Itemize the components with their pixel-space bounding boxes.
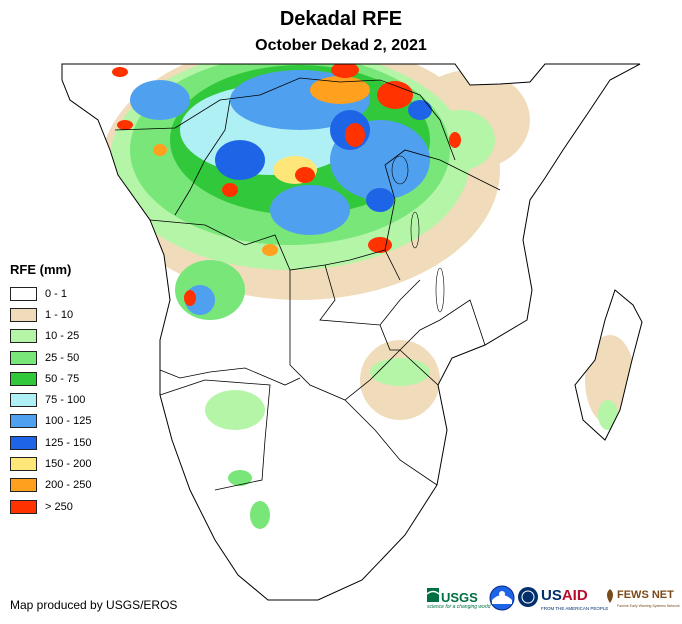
logo-strip: USGS science for a changing world USAID … bbox=[425, 584, 680, 614]
legend-item: 100 - 125 bbox=[10, 411, 120, 432]
fewsnet-tagline: Famine Early Warning Systems Network bbox=[617, 604, 680, 608]
map-title: Dekadal RFE bbox=[279, 8, 403, 30]
legend-label: 150 - 200 bbox=[45, 458, 92, 471]
legend: RFE (mm) 0 - 1 1 - 10 10 - 25 25 - 50 50 - 7… bbox=[10, 262, 120, 517]
land-outlines bbox=[61, 63, 643, 601]
legend-label: > 250 bbox=[45, 500, 73, 513]
legend-swatch bbox=[10, 350, 37, 365]
legend-item: 150 - 200 bbox=[10, 453, 120, 474]
legend-label: 25 - 50 bbox=[45, 351, 80, 364]
legend-swatch bbox=[10, 329, 37, 344]
fewsnet-leaf-icon bbox=[607, 589, 613, 603]
country-borders bbox=[114, 77, 501, 491]
usaid-text-aid: AID bbox=[561, 587, 588, 604]
legend-item: > 250 bbox=[10, 496, 120, 517]
usaid-seal-icon bbox=[518, 587, 538, 607]
usaid-logo: USAID FROM THE AMERICAN PEOPLE bbox=[517, 584, 609, 614]
rainfall-patches bbox=[62, 64, 642, 600]
legend-label: 0 - 1 bbox=[45, 287, 68, 300]
legend-label: 1 - 10 bbox=[45, 308, 74, 321]
legend-label: 200 - 250 bbox=[45, 479, 92, 492]
legend-swatch bbox=[10, 286, 37, 301]
legend-item: 0 - 1 bbox=[10, 283, 120, 304]
usgs-tagline: science for a changing world bbox=[427, 604, 491, 610]
legend-item: 75 - 100 bbox=[10, 389, 120, 410]
legend-swatch bbox=[10, 414, 37, 429]
legend-swatch bbox=[10, 435, 37, 450]
map-subtitle: October Dekad 2, 2021 bbox=[255, 37, 427, 54]
legend-swatch bbox=[10, 393, 37, 408]
noaa-logo bbox=[488, 584, 516, 614]
legend-swatch bbox=[10, 371, 37, 386]
legend-label: 100 - 125 bbox=[45, 415, 92, 428]
legend-label: 75 - 100 bbox=[45, 394, 86, 407]
usaid-text: USAID bbox=[541, 587, 588, 604]
noaa-icon bbox=[489, 585, 515, 611]
usgs-logo: USGS science for a changing world bbox=[425, 584, 490, 614]
fewsnet-logo: FEWS NET Famine Early Warning Systems Ne… bbox=[603, 584, 680, 614]
legend-item: 200 - 250 bbox=[10, 475, 120, 496]
legend-label: 50 - 75 bbox=[45, 372, 80, 385]
lakes bbox=[391, 155, 445, 313]
legend-item: 125 - 150 bbox=[10, 432, 120, 453]
legend-label: 10 - 25 bbox=[45, 330, 80, 343]
legend-title: RFE (mm) bbox=[10, 262, 72, 277]
usaid-tagline: FROM THE AMERICAN PEOPLE bbox=[541, 606, 609, 611]
usgs-icon bbox=[426, 588, 440, 602]
legend-swatch bbox=[10, 499, 37, 514]
legend-item: 25 - 50 bbox=[10, 347, 120, 368]
usgs-text: USGS bbox=[441, 590, 478, 605]
legend-swatch bbox=[10, 478, 37, 493]
fewsnet-text: FEWS NET bbox=[617, 589, 674, 601]
credit-text: Map produced by USGS/EROS bbox=[10, 598, 178, 612]
usaid-text-us: US bbox=[541, 587, 562, 604]
legend-item: 10 - 25 bbox=[10, 326, 120, 347]
legend-swatch bbox=[10, 457, 37, 472]
legend-item: 1 - 10 bbox=[10, 304, 120, 325]
legend-label: 125 - 150 bbox=[45, 436, 92, 449]
legend-item: 50 - 75 bbox=[10, 368, 120, 389]
legend-swatch bbox=[10, 307, 37, 322]
